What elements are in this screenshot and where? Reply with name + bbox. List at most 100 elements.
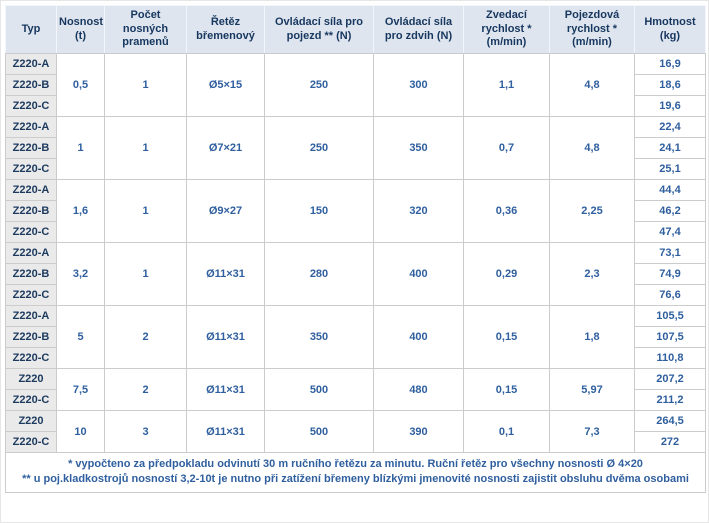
hoist-specs-table: Typ Nosnost (t) Počet nosných pramenů Ře… [5, 5, 706, 493]
column-header-zvedaci-rychlost: Zvedací rychlost * (m/min) [463, 5, 550, 54]
sila-pojezd-cell: 250 [264, 53, 374, 117]
zvedaci-rychlost-cell: 0,29 [463, 242, 550, 306]
hmotnost-cell: 110,8 [634, 347, 706, 369]
hmotnost-cell: 44,4 [634, 179, 706, 201]
table-row: Z220-C 110,8 [5, 347, 706, 369]
zvedaci-rychlost-cell: 0,15 [463, 305, 550, 369]
retez-cell: Ø11×31 [186, 305, 265, 369]
table-row: Z220-A 1 1 Ø7×21 250 350 0,7 4,8 22,4 [5, 116, 706, 180]
hmotnost-cell: 105,5 [634, 305, 706, 327]
hmotnost-cell: 47,4 [634, 221, 706, 243]
zvedaci-rychlost-cell: 0,1 [463, 410, 550, 453]
retez-cell: Ø11×31 [186, 242, 265, 306]
hmotnost-cell: 211,2 [634, 389, 706, 411]
sila-zdvih-cell: 480 [373, 368, 464, 411]
pocet-pramenu-cell: 2 [104, 305, 187, 369]
pojezdova-rychlost-cell: 4,8 [549, 53, 635, 117]
table-row: Z220-B 24,1 [5, 137, 706, 159]
hmotnost-cell: 46,2 [634, 200, 706, 222]
pocet-pramenu-cell: 3 [104, 410, 187, 453]
hmotnost-cell: 107,5 [634, 326, 706, 348]
sila-pojezd-cell: 150 [264, 179, 374, 243]
column-header-pocet-pramenu: Počet nosných pramenů [104, 5, 187, 54]
type-cell: Z220-C [5, 389, 57, 411]
column-header-pojezdova-rychlost: Pojezdová rychlost * (m/min) [549, 5, 635, 54]
pocet-pramenu-cell: 2 [104, 368, 187, 411]
table-row: Z220-B 46,2 [5, 200, 706, 222]
footnote-1: * vypočteno za předpokladu odvinutí 30 m… [68, 458, 643, 470]
hmotnost-cell: 24,1 [634, 137, 706, 159]
table-row: Z220-A 1,6 1 Ø9×27 150 320 0,36 2,25 44,4 [5, 179, 706, 243]
table-footer: * vypočteno za předpokladu odvinutí 30 m… [5, 452, 706, 493]
column-header-hmotnost: Hmotnost (kg) [634, 5, 706, 54]
column-header-sila-pojezd: Ovládací síla pro pojezd ** (N) [264, 5, 374, 54]
type-cell: Z220-B [5, 326, 57, 348]
pocet-pramenu-cell: 1 [104, 242, 187, 306]
retez-cell: Ø7×21 [186, 116, 265, 180]
table-row: Z220-C 272 [5, 431, 706, 453]
hmotnost-cell: 25,1 [634, 158, 706, 180]
sila-pojezd-cell: 350 [264, 305, 374, 369]
type-cell: Z220-B [5, 137, 57, 159]
pocet-pramenu-cell: 1 [104, 116, 187, 180]
table-row: Z220-C 47,4 [5, 221, 706, 243]
footnotes-cell: * vypočteno za předpokladu odvinutí 30 m… [5, 452, 706, 493]
pojezdova-rychlost-cell: 1,8 [549, 305, 635, 369]
column-header-retez: Řetěz břemenový [186, 5, 265, 54]
hmotnost-cell: 22,4 [634, 116, 706, 138]
pojezdova-rychlost-cell: 2,25 [549, 179, 635, 243]
pocet-pramenu-cell: 1 [104, 53, 187, 117]
sila-zdvih-cell: 400 [373, 305, 464, 369]
hmotnost-cell: 19,6 [634, 95, 706, 117]
nosnost-cell: 0,5 [56, 53, 105, 117]
zvedaci-rychlost-cell: 0,7 [463, 116, 550, 180]
table-row: Z220-A 0,5 1 Ø5×15 250 300 1,1 4,8 16,9 [5, 53, 706, 117]
sila-zdvih-cell: 350 [373, 116, 464, 180]
nosnost-cell: 7,5 [56, 368, 105, 411]
hmotnost-cell: 272 [634, 431, 706, 453]
zvedaci-rychlost-cell: 1,1 [463, 53, 550, 117]
pojezdova-rychlost-cell: 7,3 [549, 410, 635, 453]
zvedaci-rychlost-cell: 0,15 [463, 368, 550, 411]
table-row: Z220 7,5 2 Ø11×31 500 480 0,15 5,97 207,2 [5, 368, 706, 411]
column-header-nosnost: Nosnost (t) [56, 5, 105, 54]
nosnost-cell: 10 [56, 410, 105, 453]
type-cell: Z220-C [5, 221, 57, 243]
hmotnost-cell: 207,2 [634, 368, 706, 390]
type-cell: Z220 [5, 410, 57, 432]
table-row: Z220-B 74,9 [5, 263, 706, 285]
nosnost-cell: 5 [56, 305, 105, 369]
type-cell: Z220-B [5, 263, 57, 285]
type-cell: Z220-A [5, 242, 57, 264]
footnote-row: * vypočteno za předpokladu odvinutí 30 m… [5, 452, 706, 493]
type-cell: Z220-A [5, 305, 57, 327]
type-cell: Z220-C [5, 347, 57, 369]
table-row: Z220-B 107,5 [5, 326, 706, 348]
column-header-typ: Typ [5, 5, 57, 54]
nosnost-cell: 1 [56, 116, 105, 180]
zvedaci-rychlost-cell: 0,36 [463, 179, 550, 243]
nosnost-cell: 1,6 [56, 179, 105, 243]
type-cell: Z220-C [5, 158, 57, 180]
table-row: Z220 10 3 Ø11×31 500 390 0,1 7,3 264,5 [5, 410, 706, 453]
table-body: Z220-A 0,5 1 Ø5×15 250 300 1,1 4,8 16,9 Z220-B 18,… [5, 53, 706, 453]
type-cell: Z220-B [5, 74, 57, 96]
retez-cell: Ø9×27 [186, 179, 265, 243]
sila-pojezd-cell: 500 [264, 410, 374, 453]
table-row: Z220-C 19,6 [5, 95, 706, 117]
table-row: Z220-A 3,2 1 Ø11×31 280 400 0,29 2,3 73,1 [5, 242, 706, 306]
type-cell: Z220 [5, 368, 57, 390]
hmotnost-cell: 73,1 [634, 242, 706, 264]
hmotnost-cell: 16,9 [634, 53, 706, 75]
hmotnost-cell: 264,5 [634, 410, 706, 432]
sila-pojezd-cell: 280 [264, 242, 374, 306]
sila-zdvih-cell: 300 [373, 53, 464, 117]
hmotnost-cell: 18,6 [634, 74, 706, 96]
type-cell: Z220-C [5, 95, 57, 117]
type-cell: Z220-B [5, 200, 57, 222]
sila-pojezd-cell: 250 [264, 116, 374, 180]
header-row: Typ Nosnost (t) Počet nosných pramenů Ře… [5, 5, 706, 54]
retez-cell: Ø11×31 [186, 410, 265, 453]
nosnost-cell: 3,2 [56, 242, 105, 306]
table-row: Z220-C 76,6 [5, 284, 706, 306]
